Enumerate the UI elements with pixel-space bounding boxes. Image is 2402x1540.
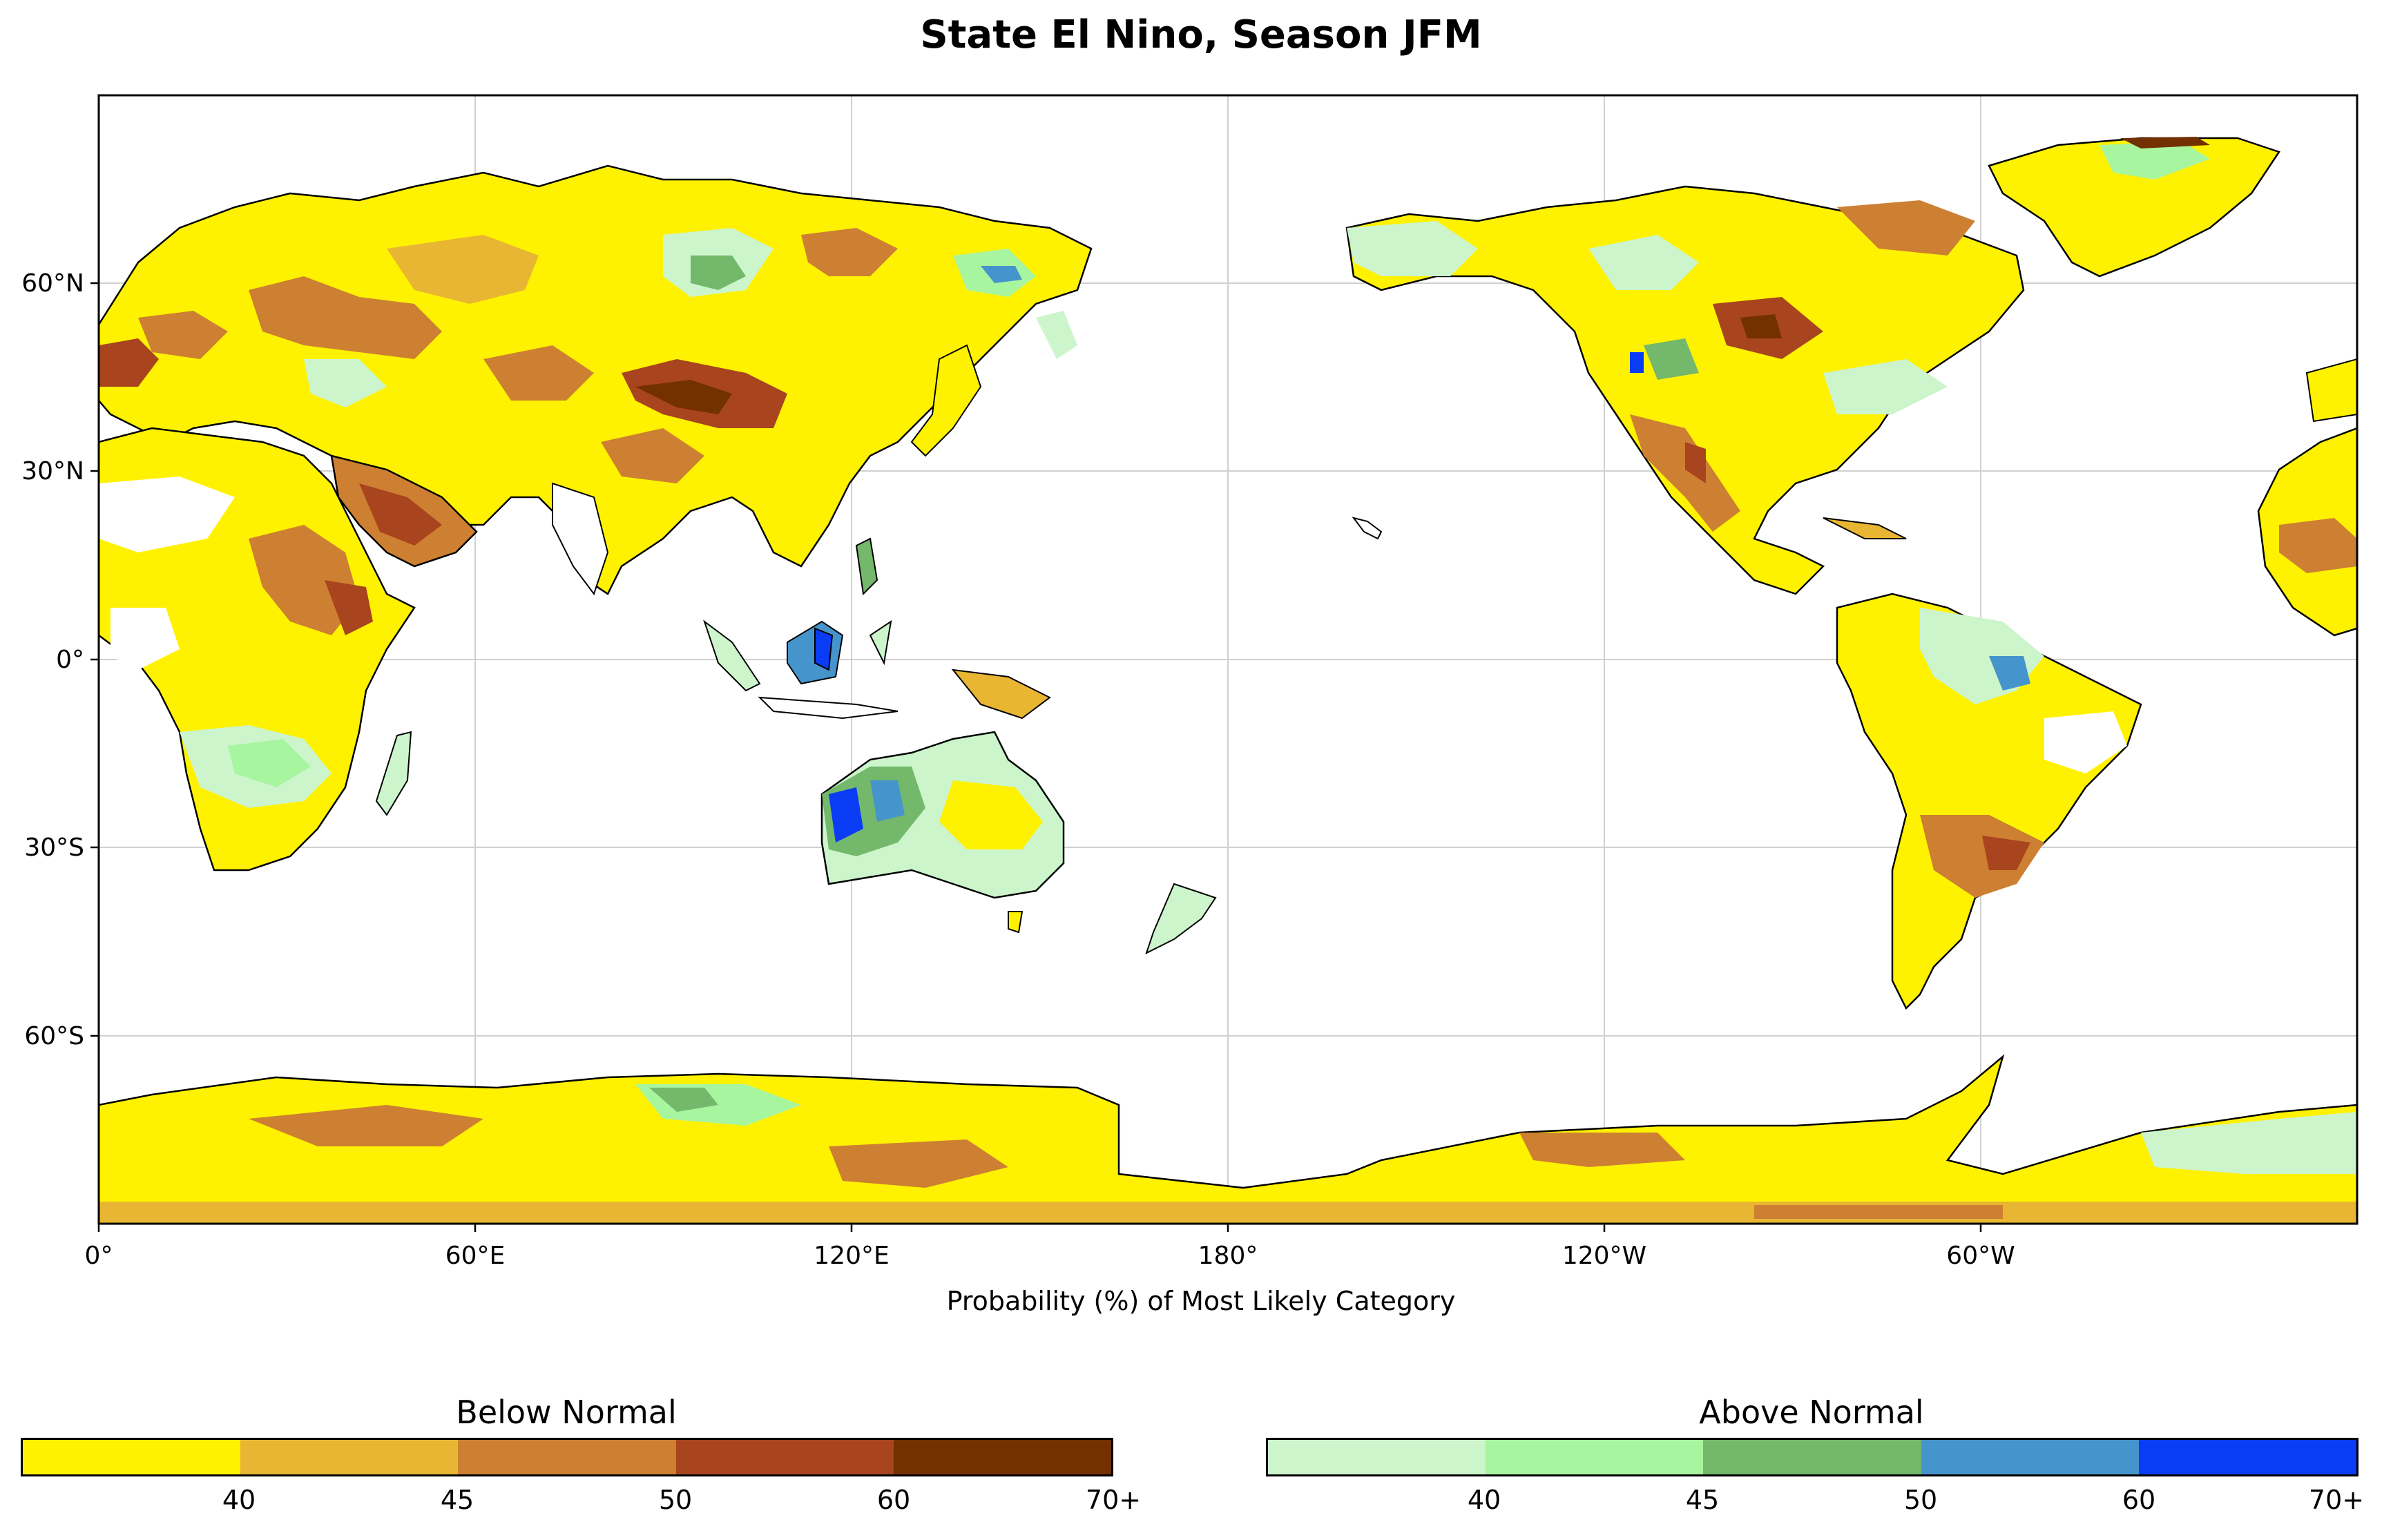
- above-normal-colorbar: [1266, 1438, 2358, 1476]
- above-normal-colorbar-ticks: 40 45 50 60 70+: [1266, 1485, 2364, 1519]
- colorbar-segment: [458, 1440, 676, 1474]
- tick-marks: [90, 282, 1982, 1232]
- antarctica-landmass: [99, 1054, 2357, 1224]
- north-america-landmass: [1345, 185, 2025, 595]
- colorbar-tick-label: 45: [1685, 1485, 1720, 1515]
- colorbar-tick-label: 40: [222, 1485, 256, 1515]
- below-normal-colorbar-title: Below Normal: [456, 1394, 677, 1431]
- x-tick-label: 60°E: [445, 1242, 506, 1270]
- x-tick-label: 120°E: [814, 1242, 889, 1270]
- y-tick-label: 60°S: [24, 1022, 84, 1050]
- colorbar-segment: [675, 1440, 894, 1474]
- y-tick-label: 60°N: [21, 269, 84, 298]
- caribbean-islands: [1823, 517, 1907, 539]
- y-tick-label: 30°S: [24, 834, 84, 862]
- eurasia-landmass: [99, 164, 1093, 596]
- above-normal-colorbar-title: Above Normal: [1699, 1394, 1924, 1431]
- below-normal-colorbar: [21, 1438, 1113, 1476]
- x-tick-label: 0°: [85, 1242, 113, 1270]
- y-tick-label: 30°N: [21, 457, 84, 485]
- y-tick-label: 0°: [56, 646, 84, 674]
- se-asia-islands: [703, 537, 1051, 720]
- colorbar-tick-label: 70+: [2308, 1485, 2365, 1515]
- south-america-landmass: [1836, 593, 2142, 1010]
- colorbar-tick-label: 60: [876, 1485, 911, 1515]
- colorbar-segment: [1921, 1440, 2139, 1474]
- below-normal-colorbar-ticks: 40 45 50 60 70+: [21, 1485, 1141, 1519]
- japan-landmass: [910, 344, 982, 457]
- x-axis-label: Probability (%) of Most Likely Category: [946, 1286, 1456, 1316]
- new-zealand-landmass: [1145, 883, 1217, 954]
- colorbar-segment: [2138, 1440, 2357, 1474]
- colorbar-tick-label: 70+: [1085, 1485, 1142, 1515]
- colorbar-segment: [1486, 1440, 1704, 1474]
- colorbar-tick-label: 40: [1467, 1485, 1501, 1515]
- land-masses: [99, 137, 2357, 1224]
- colorbar-segment: [23, 1440, 241, 1474]
- colorbar-tick-label: 45: [440, 1485, 474, 1515]
- x-tick-label: 120°W: [1562, 1242, 1646, 1270]
- colorbar-segment: [893, 1440, 1112, 1474]
- madagascar-landmass: [375, 731, 412, 816]
- africa-landmass: [99, 427, 416, 872]
- colorbar-tick-label: 50: [1903, 1485, 1938, 1515]
- map-title: State El Nino, Season JFM: [920, 12, 1482, 57]
- colorbar-segment: [1268, 1440, 1486, 1474]
- colorbar-segment: [240, 1440, 459, 1474]
- colorbar-segment: [1703, 1440, 1921, 1474]
- australia-landmass: [820, 731, 1065, 934]
- x-tick-label: 60°W: [1946, 1242, 2015, 1270]
- gridlines: [99, 95, 2357, 1224]
- x-tick-label: 180°: [1198, 1242, 1258, 1270]
- colorbar-tick-label: 50: [658, 1485, 693, 1515]
- hawaii-islands: [1352, 517, 1383, 540]
- colorbar-tick-label: 60: [2122, 1485, 2156, 1515]
